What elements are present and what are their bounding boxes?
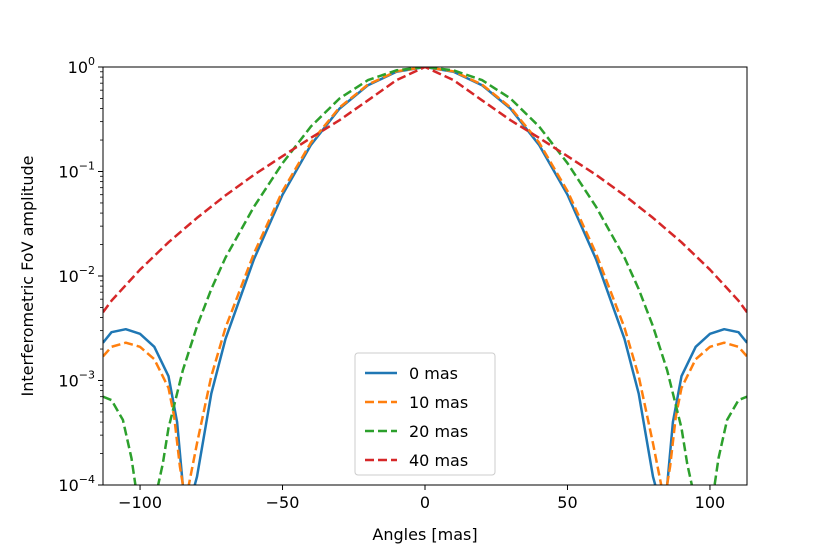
x-tick-label: 0	[420, 493, 430, 512]
x-tick-label: −50	[266, 493, 300, 512]
series-line-1	[103, 67, 747, 485]
y-tick-label: 10−4	[58, 473, 95, 495]
legend-label-3: 40 mas	[409, 451, 468, 470]
x-tick-label: 100	[695, 493, 726, 512]
legend-label-2: 20 mas	[409, 422, 468, 441]
y-tick-label: 10−1	[58, 160, 95, 182]
legend-label-0: 0 mas	[409, 364, 458, 383]
series-line-0	[103, 67, 747, 485]
x-axis-label: Angles [mas]	[372, 525, 477, 544]
x-tick-label: 50	[557, 493, 577, 512]
y-tick-label: 100	[68, 55, 95, 77]
x-tick-label: −100	[118, 493, 162, 512]
y-tick-label: 10−2	[58, 264, 95, 286]
legend-label-1: 10 mas	[409, 393, 468, 412]
y-tick-label: 10−3	[58, 369, 95, 391]
y-axis-label: Interferometric FoV amplitude	[18, 156, 37, 397]
legend: 0 mas 10 mas 20 mas 40 mas	[354, 352, 496, 476]
series-line-3	[103, 67, 747, 313]
legend-box	[354, 352, 496, 476]
